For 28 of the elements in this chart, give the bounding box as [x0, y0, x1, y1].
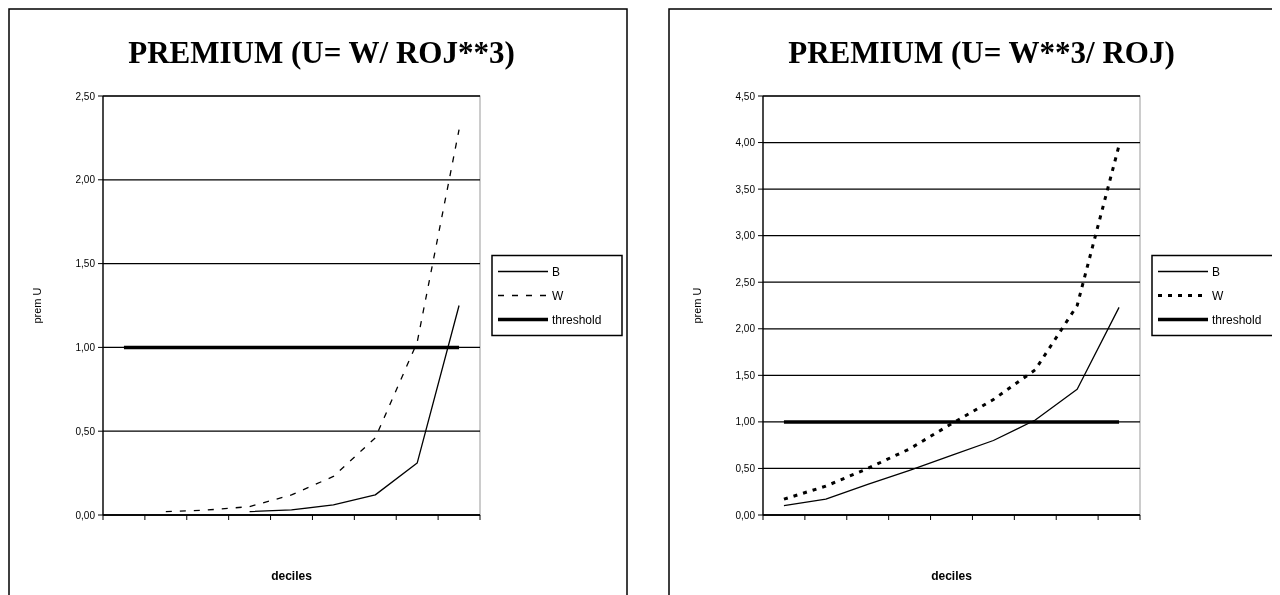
y-tick-label: 2,50 — [735, 276, 756, 288]
chart-title: PREMIUM (U= W/ ROJ**3) — [128, 35, 515, 70]
y-tick-label: 2,50 — [75, 90, 96, 102]
x-axis-title: deciles — [271, 569, 313, 583]
y-tick-label: 1,00 — [735, 416, 756, 428]
legend-label: B — [552, 264, 561, 279]
y-tick-label: 1,00 — [75, 341, 96, 353]
legend-label: threshold — [1212, 312, 1262, 327]
y-tick-label: 1,50 — [75, 258, 96, 270]
y-tick-label: 0,50 — [735, 462, 756, 474]
y-tick-label: 3,50 — [735, 183, 756, 195]
y-tick-label: 2,00 — [75, 174, 96, 186]
y-axis-title: prem U — [31, 287, 43, 324]
legend-label: threshold — [552, 312, 602, 327]
y-tick-label: 4,00 — [735, 137, 756, 149]
y-tick-label: 2,00 — [735, 323, 756, 335]
y-axis-title: prem U — [691, 287, 703, 324]
legend-label: W — [1212, 288, 1224, 303]
x-axis-title: deciles — [931, 569, 973, 583]
y-tick-label: 4,50 — [735, 90, 756, 102]
y-tick-label: 3,00 — [735, 230, 756, 242]
y-tick-label: 0,00 — [75, 509, 96, 521]
y-tick-label: 0,50 — [75, 425, 96, 437]
legend-label: B — [1212, 264, 1221, 279]
legend-label: W — [552, 288, 564, 303]
y-tick-label: 0,00 — [735, 509, 756, 521]
y-tick-label: 1,50 — [735, 369, 756, 381]
chart-title: PREMIUM (U= W**3/ ROJ) — [788, 35, 1175, 70]
